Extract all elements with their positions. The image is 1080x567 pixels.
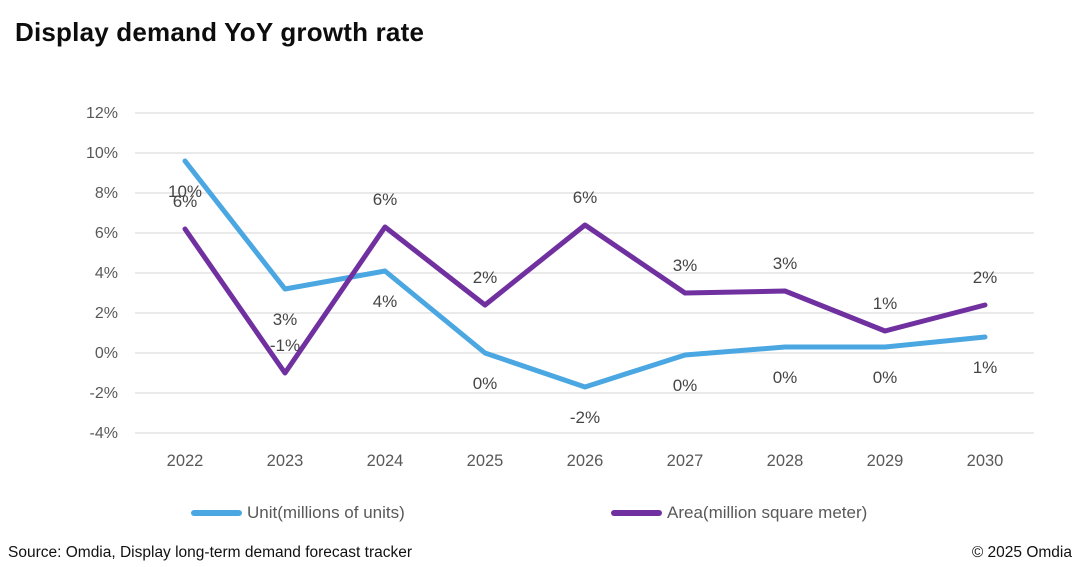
svg-text:4%: 4% bbox=[373, 292, 398, 311]
svg-text:4%: 4% bbox=[95, 265, 118, 282]
svg-text:2025: 2025 bbox=[467, 452, 504, 470]
svg-text:3%: 3% bbox=[673, 256, 698, 275]
svg-text:10%: 10% bbox=[86, 145, 118, 162]
svg-text:2%: 2% bbox=[95, 305, 118, 322]
svg-text:2028: 2028 bbox=[767, 452, 804, 470]
legend-item-unit: Unit(millions of units) bbox=[191, 500, 405, 526]
yoy-line-chart: 12% 10% 8% 6% 4% 2% 0% -2% -4% 2022 2023 2024 2025 20… bbox=[86, 105, 1034, 470]
svg-text:0%: 0% bbox=[673, 376, 698, 395]
source-note: Source: Omdia, Display long-term demand … bbox=[8, 544, 413, 561]
unit-series-swatch-icon bbox=[191, 510, 242, 516]
svg-text:-2%: -2% bbox=[90, 385, 118, 402]
svg-text:0%: 0% bbox=[773, 368, 798, 387]
svg-text:2030: 2030 bbox=[967, 452, 1004, 470]
legend-label-unit: Unit(millions of units) bbox=[247, 503, 405, 522]
svg-text:2027: 2027 bbox=[667, 452, 704, 470]
svg-text:2022: 2022 bbox=[167, 452, 204, 470]
svg-text:1%: 1% bbox=[973, 358, 998, 377]
copyright-note: © 2025 Omdia bbox=[971, 544, 1072, 561]
svg-text:12%: 12% bbox=[86, 105, 118, 122]
svg-text:0%: 0% bbox=[873, 368, 898, 387]
svg-text:6%: 6% bbox=[95, 225, 118, 242]
svg-text:6%: 6% bbox=[573, 188, 598, 207]
svg-text:1%: 1% bbox=[873, 294, 898, 313]
svg-text:2026: 2026 bbox=[567, 452, 604, 470]
svg-text:2029: 2029 bbox=[867, 452, 904, 470]
svg-text:2%: 2% bbox=[473, 268, 498, 287]
svg-text:2023: 2023 bbox=[267, 452, 304, 470]
svg-text:-4%: -4% bbox=[90, 425, 118, 442]
chart-area: 12% 10% 8% 6% 4% 2% 0% -2% -4% 2022 2023 2024 2025 20… bbox=[0, 85, 1080, 505]
svg-text:0%: 0% bbox=[95, 345, 118, 362]
chart-legend: Unit(millions of units) Area(million squ… bbox=[0, 500, 1080, 526]
legend-item-area: Area(million square meter) bbox=[611, 500, 867, 526]
svg-text:3%: 3% bbox=[773, 254, 798, 273]
svg-text:10%: 10% bbox=[168, 182, 202, 201]
area-series-swatch-icon bbox=[611, 510, 662, 516]
svg-text:3%: 3% bbox=[273, 310, 298, 329]
legend-label-area: Area(million square meter) bbox=[667, 503, 868, 522]
svg-text:2024: 2024 bbox=[367, 452, 404, 470]
svg-text:0%: 0% bbox=[473, 374, 498, 393]
page-title: Display demand YoY growth rate bbox=[15, 17, 425, 47]
svg-text:-2%: -2% bbox=[570, 408, 600, 427]
svg-text:8%: 8% bbox=[95, 185, 118, 202]
svg-text:2%: 2% bbox=[973, 268, 998, 287]
svg-text:6%: 6% bbox=[373, 190, 398, 209]
svg-text:-1%: -1% bbox=[270, 336, 300, 355]
svg-text:6%: 6% bbox=[173, 192, 198, 211]
